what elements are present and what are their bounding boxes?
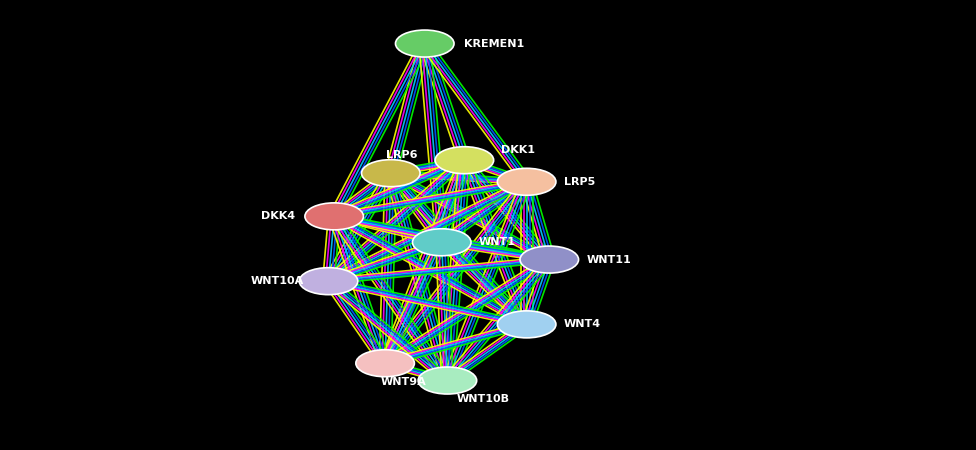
- Text: DKK4: DKK4: [261, 212, 295, 221]
- Circle shape: [361, 160, 420, 187]
- Circle shape: [520, 246, 579, 273]
- Text: WNT11: WNT11: [587, 255, 631, 265]
- Circle shape: [300, 268, 358, 295]
- Circle shape: [418, 367, 476, 394]
- Circle shape: [413, 229, 471, 256]
- Text: WNT10A: WNT10A: [251, 276, 304, 286]
- Circle shape: [305, 203, 363, 230]
- Text: LRP6: LRP6: [386, 150, 418, 160]
- Circle shape: [498, 168, 556, 195]
- Text: DKK1: DKK1: [502, 145, 536, 155]
- Text: WNT4: WNT4: [564, 320, 601, 329]
- Circle shape: [356, 350, 415, 377]
- Circle shape: [498, 311, 556, 338]
- Text: LRP5: LRP5: [564, 177, 595, 187]
- Text: KREMEN1: KREMEN1: [464, 39, 524, 49]
- Text: WNT10B: WNT10B: [457, 394, 510, 405]
- Text: WNT9A: WNT9A: [381, 377, 426, 387]
- Circle shape: [435, 147, 494, 174]
- Text: WNT1: WNT1: [479, 237, 516, 248]
- Circle shape: [395, 30, 454, 57]
